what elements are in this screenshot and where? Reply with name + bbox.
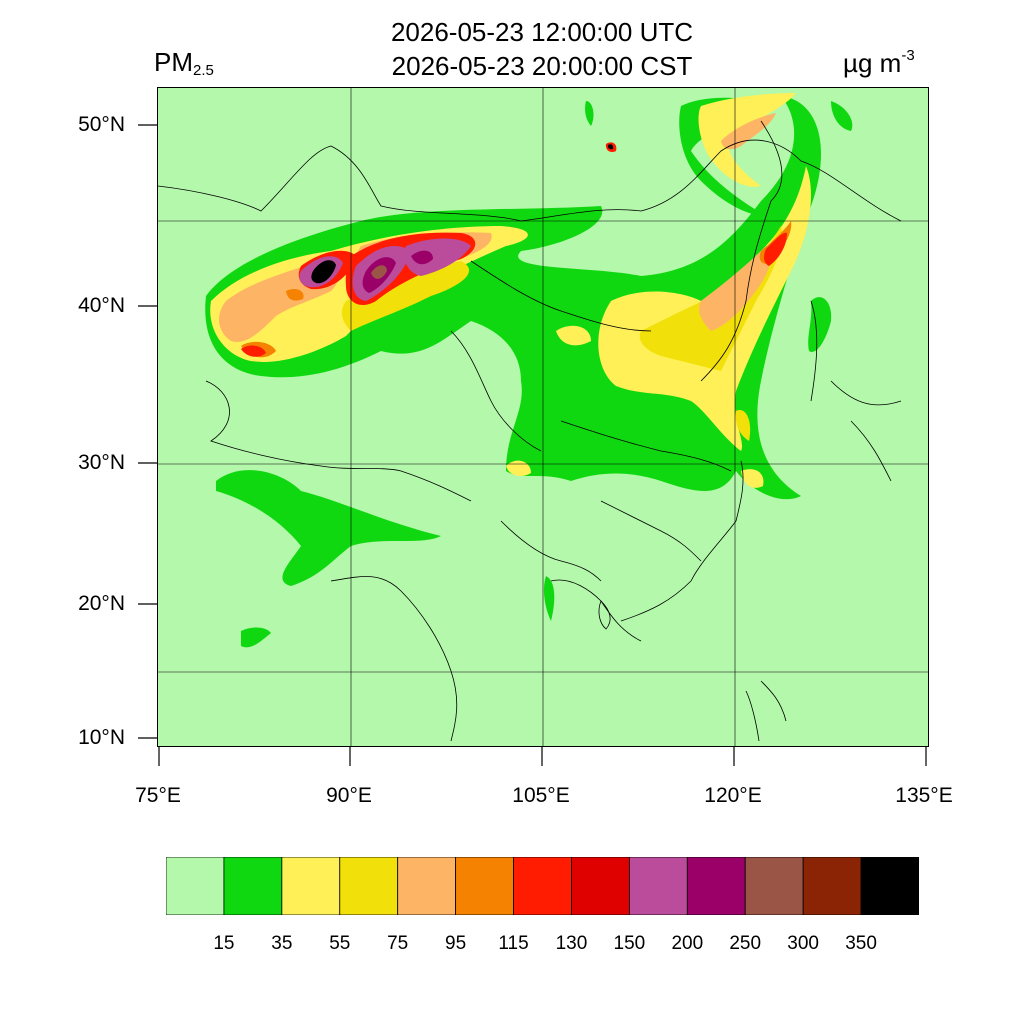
- boundaries: [158, 120, 902, 742]
- band-350-plus: [311, 144, 614, 284]
- colorbar-swatch-12: [860, 857, 919, 915]
- title-cst: 2026-05-23 20:00:00 CST: [391, 51, 693, 81]
- lon-tick-120: 120°E: [704, 784, 762, 807]
- graticule: [158, 88, 928, 746]
- colorbar-swatch-1: [223, 857, 283, 915]
- colorbar-label-75: 75: [387, 933, 409, 954]
- colorbar-swatch-9: [686, 857, 746, 915]
- map-panel: [157, 87, 929, 747]
- unit-label: µg m-3: [843, 47, 915, 78]
- band-15-35: [205, 96, 853, 648]
- colorbar-swatch-7: [571, 857, 630, 915]
- colorbar-swatch-4: [397, 857, 457, 915]
- colorbar-swatch-2: [281, 857, 341, 915]
- colorbar-label-200: 200: [671, 933, 704, 954]
- band-250-300: [371, 265, 387, 279]
- colorbar-swatch-8: [628, 857, 688, 915]
- title-utc: 2026-05-23 12:00:00 UTC: [390, 17, 694, 47]
- lon-tick-90: 90°E: [326, 784, 372, 807]
- colorbar-swatch-0: [166, 857, 225, 915]
- colorbar-label-350: 350: [845, 933, 877, 954]
- colorbar-label-15: 15: [213, 933, 235, 954]
- colorbar-label-55: 55: [329, 933, 351, 954]
- colorbar-label-250: 250: [729, 933, 762, 954]
- lat-tick-10: 10°N: [78, 726, 125, 749]
- colorbar-swatch-3: [339, 857, 399, 915]
- colorbar-label-150: 150: [613, 933, 646, 954]
- lon-tick-135: 135°E: [895, 784, 953, 807]
- lon-tick-105: 105°E: [512, 784, 570, 807]
- colorbar-swatch-11: [802, 857, 862, 915]
- colorbar-label-35: 35: [271, 933, 293, 954]
- colorbar-swatch-5: [455, 857, 514, 915]
- lon-tick-75: 75°E: [135, 784, 181, 807]
- colorbar-swatch-6: [513, 857, 572, 915]
- variable-label: PM2.5: [154, 47, 214, 79]
- lat-tick-20: 20°N: [78, 592, 125, 615]
- lat-tick-50: 50°N: [78, 113, 125, 136]
- colorbar: [166, 857, 919, 915]
- colorbar-label-300: 300: [787, 933, 819, 954]
- colorbar-label-130: 130: [555, 933, 588, 954]
- lat-tick-40: 40°N: [78, 294, 125, 317]
- lat-tick-30: 30°N: [78, 451, 125, 474]
- colorbar-label-95: 95: [445, 933, 467, 954]
- colorbar-swatch-10: [744, 857, 804, 915]
- colorbar-label-115: 115: [498, 933, 529, 954]
- pm25-field: [158, 88, 928, 746]
